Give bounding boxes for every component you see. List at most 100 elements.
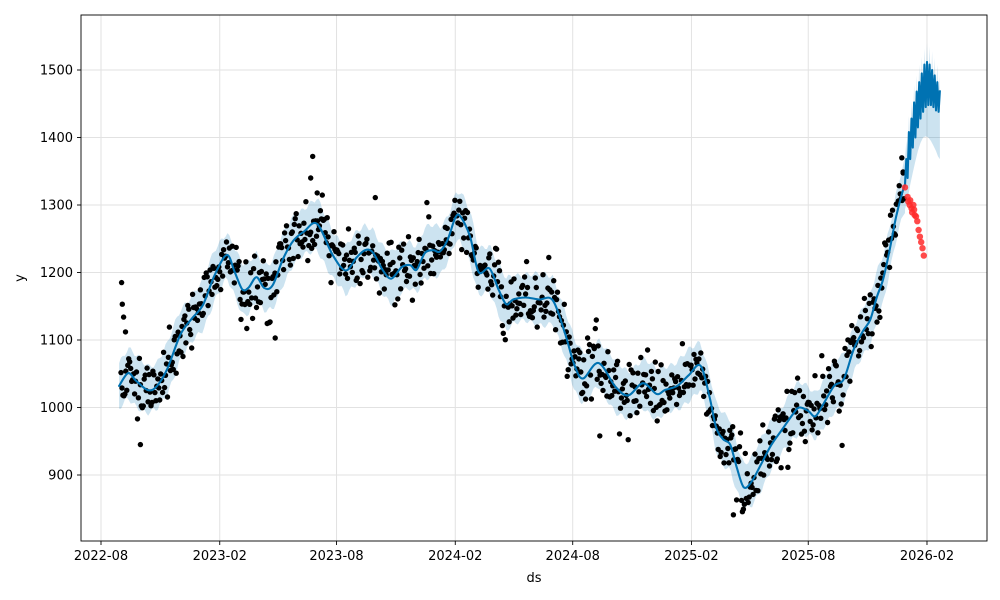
observed-point — [414, 258, 420, 265]
axes-spines — [80, 14, 988, 542]
observed-point — [159, 389, 166, 396]
observed-point — [760, 422, 766, 428]
observed-point — [614, 358, 621, 364]
observed-point — [521, 274, 528, 280]
observed-point — [452, 197, 458, 203]
observed-point — [737, 430, 744, 436]
observed-point — [340, 242, 346, 248]
observed-point — [194, 317, 201, 324]
observed-point — [698, 350, 704, 356]
y-tick-label: 1500 — [40, 64, 73, 79]
observed-point — [376, 290, 383, 296]
observed-point — [867, 292, 873, 298]
observed-point — [630, 370, 636, 376]
observed-point — [360, 270, 366, 276]
observed-point — [589, 353, 596, 360]
observed-point — [551, 278, 557, 284]
observed-point — [189, 291, 196, 297]
observed-outlier-point — [372, 194, 378, 201]
observed-point — [506, 319, 512, 325]
observed-point — [399, 247, 405, 253]
observed-point — [787, 440, 793, 446]
observed-point — [764, 456, 771, 463]
observed-point — [267, 319, 273, 325]
observed-point — [577, 349, 583, 356]
observed-point — [782, 427, 788, 434]
observed-point — [600, 387, 606, 394]
x-tick-label: 2025-02 — [664, 549, 718, 564]
observed-point — [204, 274, 210, 280]
observed-point — [783, 415, 789, 421]
observed-point — [370, 243, 376, 249]
observed-point — [735, 458, 742, 465]
observed-point — [819, 353, 825, 359]
observed-point — [637, 403, 643, 409]
observed-point — [220, 247, 227, 253]
observed-point — [456, 207, 462, 213]
observed-point — [165, 354, 172, 360]
observed-point — [291, 221, 297, 228]
observed-point — [784, 388, 790, 394]
x-tick-label: 2024-08 — [546, 549, 600, 564]
observed-point — [774, 456, 780, 462]
observed-outlier-point — [310, 153, 316, 160]
observed-point — [583, 383, 590, 389]
forecast-line-future — [903, 60, 941, 185]
observed-outlier-point — [120, 314, 127, 320]
observed-point — [554, 289, 561, 295]
uncertainty-band-history — [119, 156, 906, 511]
y-tick-label: 1400 — [40, 131, 73, 146]
observed-point — [250, 266, 257, 272]
observed-point — [390, 259, 396, 266]
observed-point — [768, 456, 775, 463]
observed-point — [826, 373, 833, 380]
observed-point — [858, 339, 865, 345]
observed-point — [727, 427, 733, 433]
observed-point — [531, 304, 537, 310]
observed-point — [336, 250, 342, 257]
observed-point — [733, 497, 740, 503]
observed-outlier-point — [122, 329, 129, 335]
observed-point — [529, 315, 536, 321]
observed-point — [815, 430, 821, 436]
observed-point — [381, 286, 387, 292]
observed-point — [757, 438, 763, 444]
observed-point — [552, 327, 559, 333]
observed-point — [889, 207, 896, 213]
observed-point — [265, 275, 271, 281]
observed-point — [499, 322, 506, 329]
observed-point — [809, 427, 815, 433]
observed-point — [119, 385, 125, 391]
anomaly-point — [907, 197, 914, 204]
observed-point — [280, 266, 287, 273]
observed-point — [200, 310, 206, 317]
observed-point — [344, 275, 351, 282]
observed-point — [238, 316, 244, 323]
observed-point — [371, 265, 378, 271]
observed-point — [173, 370, 179, 376]
observed-point — [745, 499, 751, 506]
observed-point — [672, 378, 679, 385]
y-tick-label: 900 — [48, 469, 73, 484]
observed-point — [690, 382, 696, 388]
observed-point — [730, 424, 736, 430]
observed-point — [290, 255, 296, 262]
observed-point — [429, 257, 435, 263]
observed-point — [868, 343, 874, 350]
observed-point — [363, 240, 369, 246]
observed-point — [609, 392, 615, 399]
observed-point — [402, 266, 409, 272]
observed-point — [865, 330, 871, 337]
observed-point — [160, 349, 167, 355]
observed-point — [161, 384, 168, 391]
observed-point — [578, 369, 584, 375]
observed-point — [424, 199, 430, 206]
observed-point — [780, 411, 786, 417]
observed-point — [856, 347, 863, 354]
observed-point — [634, 410, 640, 416]
y-tick-label: 1000 — [40, 401, 73, 416]
observed-point — [820, 373, 826, 379]
observed-point — [617, 405, 624, 411]
observed-point — [566, 334, 572, 340]
